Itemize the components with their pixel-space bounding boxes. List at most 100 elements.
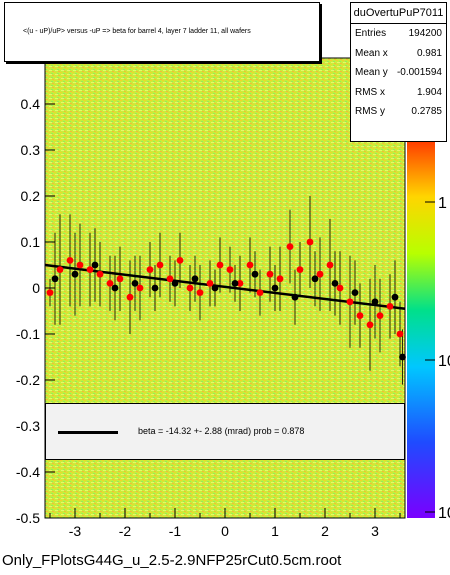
red-data-point: [196, 289, 204, 296]
black-data-point: [291, 293, 299, 301]
colorbar-tick-label: 1: [438, 195, 447, 212]
stats-label: Mean y: [355, 67, 388, 78]
black-data-point: [91, 261, 99, 269]
stats-value: 0.981: [416, 47, 442, 59]
red-data-point: [376, 312, 384, 319]
red-data-point: [346, 298, 354, 306]
stats-value: 194200: [408, 28, 442, 39]
stats-name: duOvertuPuP7011: [351, 3, 446, 24]
x-tick-label: -1: [169, 523, 182, 539]
red-data-point: [236, 280, 244, 287]
colorbar: [407, 140, 435, 518]
stats-value: 0.2785: [411, 106, 442, 117]
red-data-point: [356, 312, 364, 319]
y-tick-label: 0.2: [21, 188, 41, 204]
red-data-point: [386, 303, 394, 310]
x-tick-label: 3: [371, 523, 379, 539]
black-data-point: [271, 284, 279, 292]
red-data-point: [186, 284, 194, 292]
red-data-point: [316, 270, 324, 278]
red-data-point: [286, 243, 294, 251]
black-data-point: [191, 275, 199, 283]
file-label: Only_FPlotsG44G_u_2.5-2.9NFP25rCut0.5cm.…: [2, 552, 342, 569]
black-data-point: [71, 270, 79, 278]
stats-row-rms-y: RMS y 0.2785: [351, 102, 446, 122]
black-data-point: [251, 270, 259, 278]
red-data-point: [166, 275, 174, 283]
red-data-point: [216, 261, 224, 269]
y-tick-label: 0.4: [21, 96, 41, 112]
red-data-point: [226, 266, 234, 273]
black-data-point: [111, 284, 119, 292]
stats-row-entries: Entries 194200: [351, 24, 446, 44]
red-data-point: [46, 289, 54, 296]
x-tick-label: 0: [221, 523, 229, 539]
y-tick-label: -0.3: [16, 418, 40, 434]
red-data-point: [156, 261, 164, 269]
y-tick-label: 0.1: [21, 234, 41, 250]
red-data-point: [56, 266, 64, 273]
black-data-point: [351, 289, 359, 296]
x-tick-label: 2: [321, 523, 329, 539]
red-data-point: [126, 293, 134, 301]
red-data-point: [136, 284, 144, 292]
axes: -3 -2 -1 0 1 2 3 -0.5 -0.4 -0.3 -0.2 -0.1 0 0.1 0.2 0.3…: [16, 96, 401, 539]
y-tick-label: -0.2: [16, 372, 40, 388]
black-data-point: [131, 280, 139, 287]
stats-label: Entries: [355, 28, 387, 39]
red-data-point: [396, 330, 404, 338]
y-tick-label: 0.3: [21, 142, 41, 158]
stats-value: -0.001594: [396, 67, 442, 78]
black-data-point: [151, 284, 159, 292]
red-data-point: [296, 266, 304, 273]
y-tick-label: -0.4: [16, 464, 40, 480]
fit-legend-line: [58, 431, 118, 434]
red-data-point: [276, 275, 284, 283]
stats-label: RMS x: [355, 86, 385, 98]
title-box: <(u - uP)/uP> versus -uP => beta for bar…: [4, 2, 320, 62]
y-tick-label: 0: [32, 280, 40, 296]
red-data-point: [326, 261, 334, 269]
red-data-point: [86, 266, 94, 273]
red-data-point: [146, 266, 154, 273]
colorbar-ticks: 1 10 10: [425, 195, 450, 522]
black-data-point: [311, 275, 319, 283]
plot-title: <(u - uP)/uP> versus -uP => beta for bar…: [23, 28, 251, 35]
black-data-point: [399, 353, 406, 361]
red-data-point: [96, 270, 104, 278]
red-data-point: [176, 257, 184, 264]
stats-box: duOvertuPuP7011 Entries 194200 Mean x 0.…: [350, 2, 447, 142]
red-data-point: [256, 289, 264, 296]
red-data-point: [246, 261, 254, 269]
colorbar-tick-label: 10: [438, 353, 450, 370]
fit-line: [44, 263, 406, 310]
red-data-point: [306, 238, 314, 246]
red-data-point: [116, 275, 124, 283]
red-data-point: [206, 280, 214, 287]
stats-row-mean-y: Mean y -0.001594: [351, 63, 446, 83]
red-data-point: [336, 284, 344, 292]
y-tick-label: -0.5: [16, 510, 40, 526]
stats-label: RMS y: [355, 106, 385, 117]
colorbar-tick-label: 10: [438, 505, 450, 522]
black-data-point: [391, 293, 399, 301]
x-tick-label: -2: [119, 523, 132, 539]
x-tick-label: -3: [69, 523, 82, 539]
black-data-point: [231, 280, 239, 287]
y-tick-label: -0.1: [16, 326, 40, 342]
red-data-point: [366, 321, 374, 329]
stats-label: Mean x: [355, 47, 388, 59]
black-data-point: [211, 284, 219, 292]
fit-line-segment: [44, 263, 406, 310]
x-tick-label: 1: [271, 523, 279, 539]
data-points: [46, 238, 406, 361]
black-data-point: [171, 280, 179, 287]
fit-legend-text: beta = -14.32 +- 2.88 (mrad) prob = 0.87…: [138, 426, 305, 436]
stats-row-rms-x: RMS x 1.904: [351, 83, 446, 103]
fit-legend: beta = -14.32 +- 2.88 (mrad) prob = 0.87…: [45, 403, 405, 460]
red-data-point: [76, 261, 84, 269]
red-data-point: [106, 280, 114, 287]
black-data-point: [51, 275, 59, 283]
red-data-point: [266, 270, 274, 278]
red-data-point: [66, 257, 74, 264]
